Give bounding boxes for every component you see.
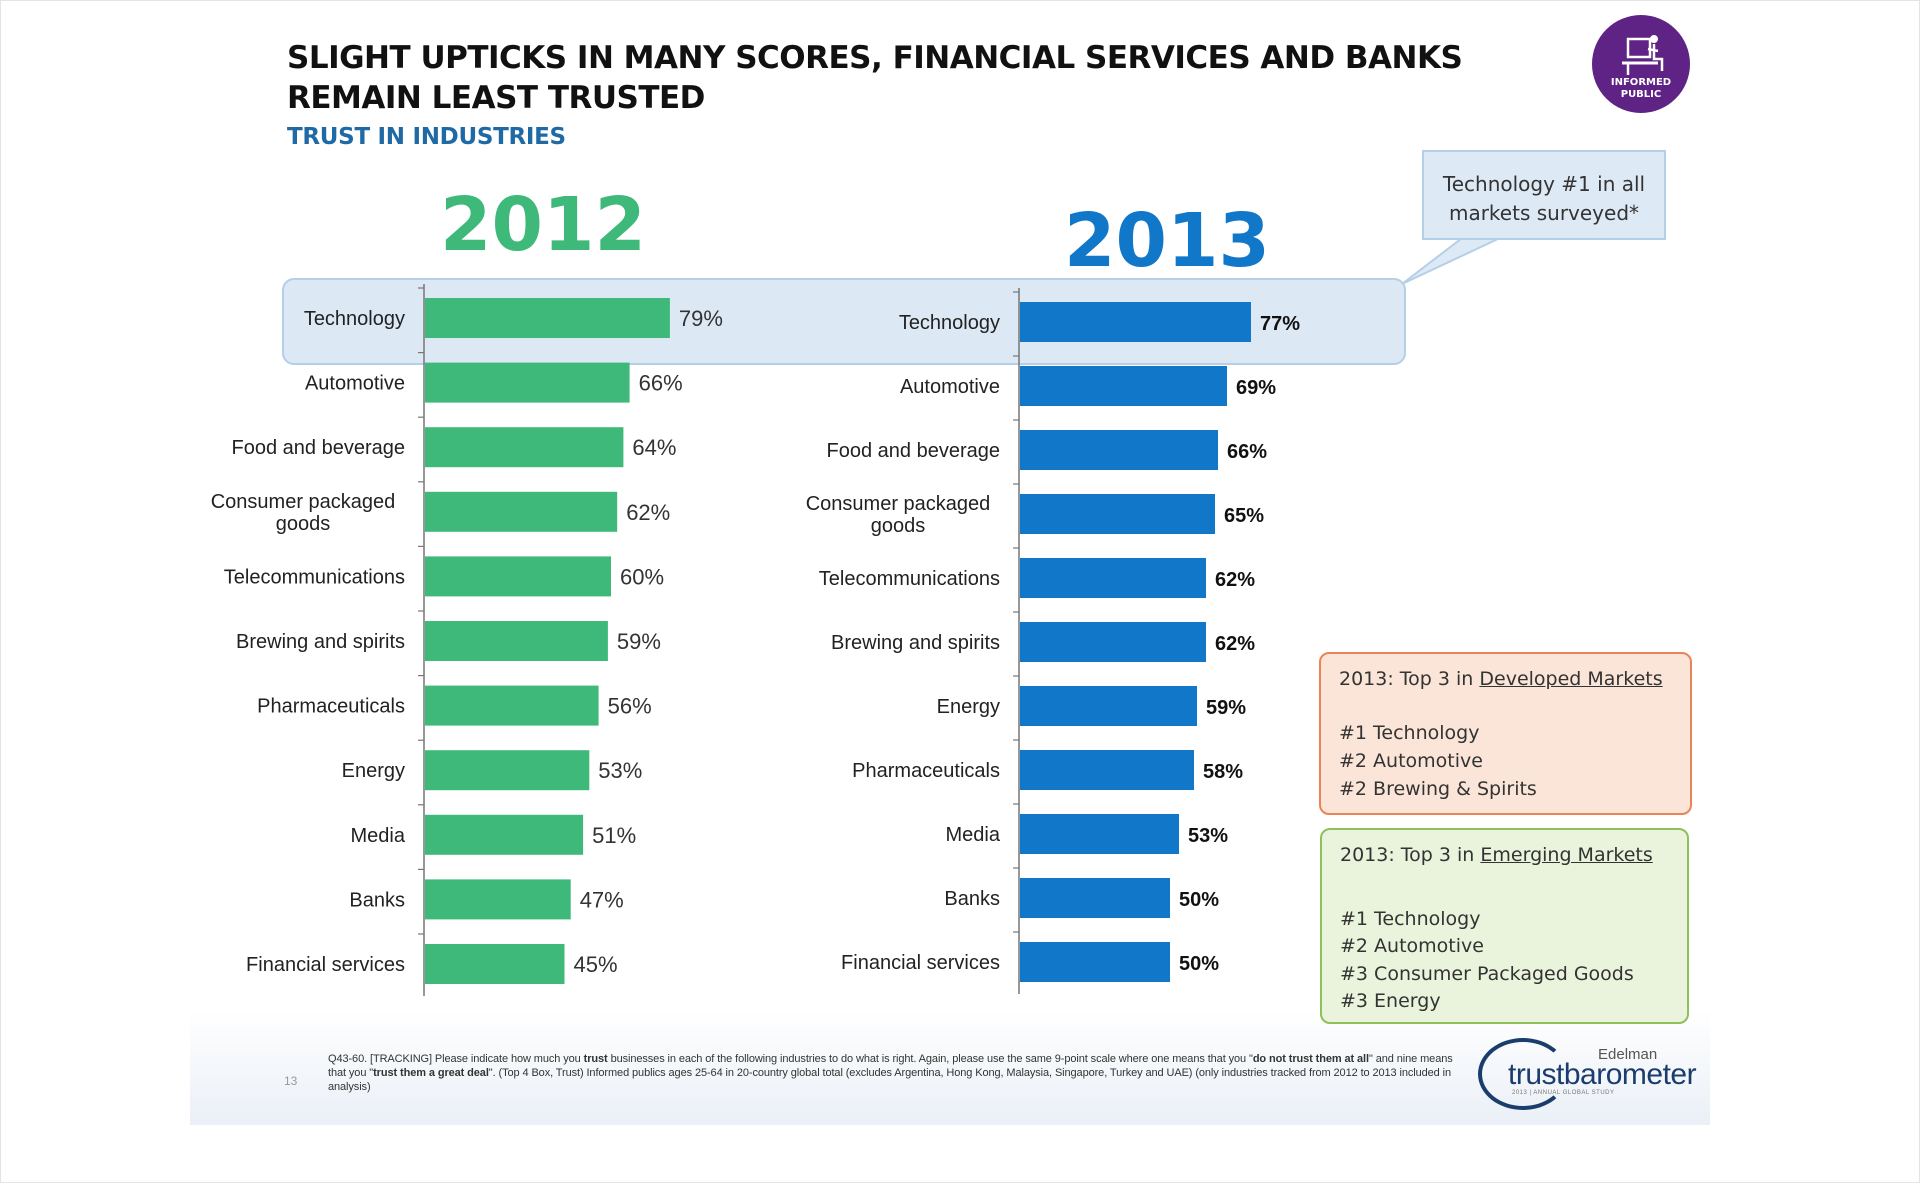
chart-1-bar: [1020, 430, 1218, 470]
chart-1-category-label: Automotive: [900, 376, 1000, 398]
developed-item: #2 Automotive: [1339, 750, 1483, 772]
callout-line1: Technology #1 in all: [1442, 172, 1646, 196]
brand-trustbarometer: trustbarometer: [1508, 1058, 1697, 1091]
chart-0-bar: [425, 298, 670, 338]
chart-1-value-label: 50%: [1179, 953, 1219, 975]
emerging-item: #3 Consumer Packaged Goods: [1340, 963, 1634, 985]
chart-0-value-label: 47%: [580, 887, 624, 912]
chart-0-bar: [425, 750, 590, 791]
logo-text-line2: PUBLIC: [1620, 89, 1662, 100]
chart-1-bar: [1020, 814, 1179, 854]
chart-1-bar: [1020, 942, 1170, 982]
chart-1-category-label: Energy: [937, 696, 1000, 718]
chart-0-value-label: 53%: [598, 758, 642, 783]
emerging-markets-box: 2013: Top 3 in Emerging Markets #1 Techn…: [1320, 828, 1689, 1024]
chart-1-value-label: 65%: [1224, 505, 1264, 527]
chart-1-category-label: Pharmaceuticals: [852, 760, 1000, 782]
methodology-footnote: Q43-60. [TRACKING] Please indicate how m…: [328, 1053, 1453, 1093]
logo-text-line1: INFORMED: [1610, 77, 1672, 88]
chart-0-category-label: Telecommunications: [224, 566, 405, 588]
chart-0-category-label: Automotive: [305, 373, 405, 395]
trustbarometer-ring-icon: [1478, 1038, 1568, 1110]
chart-1-category-label: Telecommunications: [819, 568, 1000, 590]
emerging-heading-prefix: 2013: Top 3 in: [1340, 844, 1481, 866]
chart-0-value-label: 51%: [592, 823, 636, 848]
chart-0-value-label: 64%: [632, 435, 676, 460]
chart-1-value-label: 58%: [1203, 761, 1243, 783]
chart-0-category-label: Pharmaceuticals: [257, 696, 405, 718]
chart-1-value-label: 50%: [1179, 889, 1219, 911]
chart-0-category-label: Technology: [304, 308, 405, 330]
emerging-item: #3 Energy: [1340, 990, 1441, 1012]
slide-subtitle: TRUST IN INDUSTRIES: [287, 124, 566, 150]
chart-1-bar: [1020, 622, 1206, 662]
chart-0-bar: [425, 814, 584, 855]
chart-1-bar: [1020, 558, 1206, 598]
developed-item: #1 Technology: [1339, 722, 1480, 744]
chart-0-category-label: Food and beverage: [232, 437, 405, 459]
chart-0-bar: [425, 556, 611, 597]
chart-0-bar: [425, 685, 599, 726]
chart-1-value-label: 62%: [1215, 569, 1255, 591]
chart-0-category-label: Financial services: [246, 954, 405, 976]
page-number: 13: [284, 1074, 298, 1088]
brand-small: 2013 | ANNUAL GLOBAL STUDY: [1512, 1090, 1615, 1096]
chart-1-category-label: Brewing and spirits: [831, 632, 1000, 654]
chart-0-category-label: Banks: [349, 889, 405, 911]
chart-0-category-label: Media: [351, 825, 406, 847]
chart-0-bar: [425, 879, 571, 920]
chart-1-value-label: 69%: [1236, 377, 1276, 399]
developed-markets-box: 2013: Top 3 in Developed Markets #1 Tech…: [1319, 652, 1692, 815]
technology-callout: Technology #1 in all markets surveyed*: [1422, 150, 1666, 240]
chart-0-value-label: 56%: [608, 694, 652, 719]
slide-title: SLIGHT UPTICKS IN MANY SCORES, FINANCIAL…: [287, 40, 1463, 116]
callout-line2: markets surveyed*: [1448, 201, 1640, 225]
year-2012-title: 2012: [440, 182, 646, 268]
chart-0-value-label: 59%: [617, 629, 661, 654]
chart-1-bar: [1020, 494, 1215, 534]
chart-0-category-label: Consumer packaged goods: [211, 491, 396, 535]
chart-1-category-label: Media: [946, 824, 1001, 846]
developed-heading-link: Developed Markets: [1479, 668, 1663, 690]
chart-1-value-label: 59%: [1206, 697, 1246, 719]
chart-1-value-label: 62%: [1215, 633, 1255, 655]
chart-1-category-label: Technology: [899, 312, 1000, 334]
chart-1-category-label: Banks: [944, 888, 1000, 910]
chart-0-bar: [425, 362, 630, 403]
chart-1-bar: [1020, 686, 1197, 726]
year-2013-title: 2013: [1064, 198, 1270, 284]
bottom-gradient: [190, 1010, 1710, 1125]
chart-0-category-label: Energy: [342, 760, 405, 782]
chart-0-value-label: 66%: [639, 371, 683, 396]
chart-0-value-label: 62%: [626, 500, 670, 525]
chart-1-category-label: Food and beverage: [827, 440, 1000, 462]
chart-0-value-label: 45%: [574, 952, 618, 977]
chart-1-bar: [1020, 366, 1227, 406]
chart-0-bar: [425, 944, 565, 984]
chart-0-bar: [425, 427, 624, 468]
person-at-desk-icon: [1622, 35, 1664, 75]
brand-edelman: Edelman: [1598, 1046, 1658, 1063]
chart-0-bar: [425, 491, 618, 532]
chart-0-value-label: 60%: [620, 564, 664, 589]
developed-item: #2 Brewing & Spirits: [1339, 778, 1537, 800]
chart-0-value-label: 79%: [679, 306, 723, 331]
developed-heading-prefix: 2013: Top 3 in: [1339, 668, 1480, 690]
chart-1-bar: [1020, 878, 1170, 918]
chart-1-value-label: 66%: [1227, 441, 1267, 463]
chart-0-bar: [425, 621, 608, 661]
emerging-item: #1 Technology: [1340, 908, 1481, 930]
chart-1-bar: [1020, 302, 1251, 342]
chart-1-value-label: 77%: [1260, 313, 1300, 335]
chart-1-value-label: 53%: [1188, 825, 1228, 847]
chart-1-bar: [1020, 750, 1194, 790]
emerging-heading-link: Emerging Markets: [1480, 844, 1653, 866]
emerging-item: #2 Automotive: [1340, 935, 1484, 957]
chart-1-category-label: Financial services: [841, 952, 1000, 974]
informed-public-logo: INFORMED PUBLIC: [1592, 15, 1690, 113]
chart-1-category-label: Consumer packaged goods: [806, 493, 991, 537]
chart-0-category-label: Brewing and spirits: [236, 631, 405, 653]
